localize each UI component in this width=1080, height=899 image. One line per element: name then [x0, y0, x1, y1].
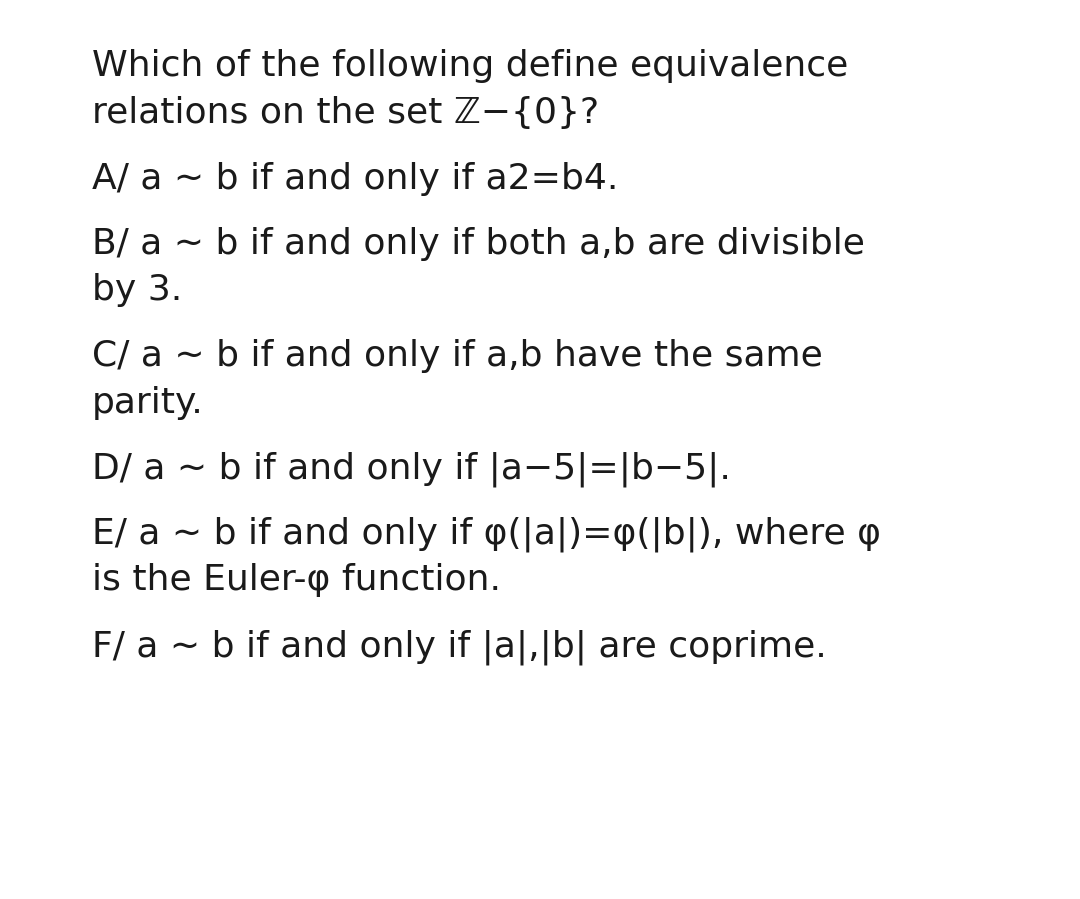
Text: by 3.: by 3. — [92, 273, 183, 307]
Text: Which of the following define equivalence: Which of the following define equivalenc… — [92, 49, 848, 84]
Text: F/ a ∼ b if and only if |a|,|b| are coprime.: F/ a ∼ b if and only if |a|,|b| are copr… — [92, 629, 826, 664]
Text: B/ a ∼ b if and only if both a,b are divisible: B/ a ∼ b if and only if both a,b are div… — [92, 227, 865, 261]
Text: relations on the set ℤ−{0}?: relations on the set ℤ−{0}? — [92, 96, 599, 130]
Text: C/ a ∼ b if and only if a,b have the same: C/ a ∼ b if and only if a,b have the sam… — [92, 339, 823, 373]
Text: D/ a ∼ b if and only if |a−5|=|b−5|.: D/ a ∼ b if and only if |a−5|=|b−5|. — [92, 451, 731, 486]
Text: A/ a ∼ b if and only if a2=b4.: A/ a ∼ b if and only if a2=b4. — [92, 162, 618, 196]
Text: is the Euler-φ function.: is the Euler-φ function. — [92, 563, 501, 597]
Text: parity.: parity. — [92, 386, 203, 420]
Text: E/ a ∼ b if and only if φ(|a|)=φ(|b|), where φ: E/ a ∼ b if and only if φ(|a|)=φ(|b|), w… — [92, 516, 881, 551]
